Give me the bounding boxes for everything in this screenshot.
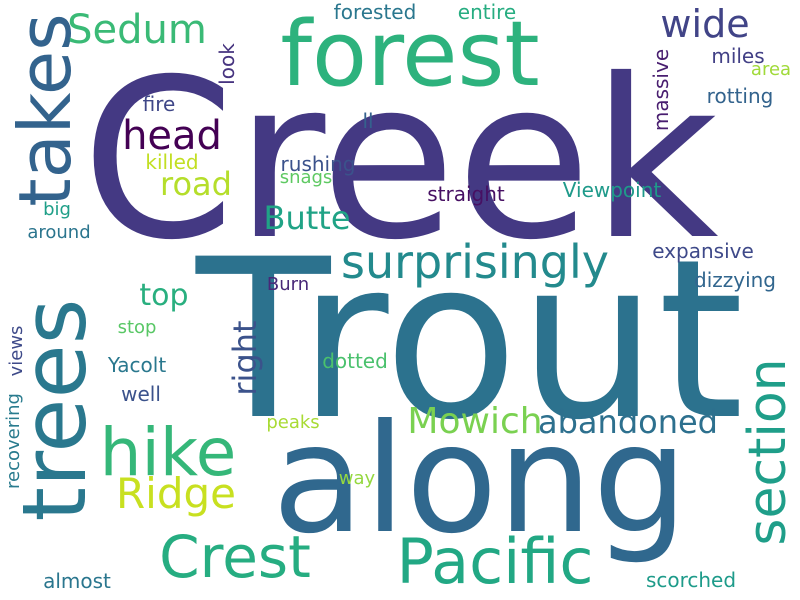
word-well: well (121, 382, 161, 406)
word-scorched: scorched (645, 568, 737, 592)
word-stop: stop (117, 317, 157, 338)
word-way: way (338, 468, 376, 489)
word-expansive: expansive (652, 239, 754, 263)
word-almost: almost (43, 569, 111, 593)
word-pacific: Pacific (396, 525, 594, 598)
word-right: right (226, 320, 264, 396)
word-straight: straight (427, 182, 505, 206)
word-ridge: Ridge (115, 469, 237, 518)
word-forested: forested (333, 0, 417, 24)
word-peaks: peaks (266, 412, 320, 433)
word-sedum: Sedum (67, 7, 207, 53)
word-hike: hike (99, 414, 237, 491)
word-area: area (750, 59, 792, 80)
word-creek: Creek (81, 32, 719, 288)
word-along: along (272, 393, 688, 567)
word-big: big (43, 199, 71, 220)
word-head: head (122, 113, 222, 159)
word-road: road (160, 165, 232, 203)
word-butte: Butte (263, 199, 351, 237)
word-dizzying: dizzying (693, 268, 777, 292)
word-top: top (139, 278, 189, 313)
word-around: around (27, 222, 91, 243)
word-crest: Crest (159, 523, 311, 591)
word-killed: killed (145, 150, 199, 174)
word-miles: miles (711, 44, 765, 68)
word-dotted: dotted (322, 349, 388, 373)
word-rushing: rushing (280, 152, 356, 176)
word-snags: snags (279, 167, 333, 188)
word-massive: massive (649, 48, 673, 132)
word-yacolt: Yacolt (107, 353, 167, 377)
word-views: views (6, 325, 27, 377)
word-look: look (215, 43, 239, 85)
word-fire: fire (142, 92, 176, 116)
word-burn: Burn (266, 274, 310, 295)
word-forest: forest (280, 2, 540, 107)
word-wide: wide (660, 2, 750, 46)
word-trout: Trout (196, 212, 744, 468)
word-surprisingly: surprisingly (340, 235, 610, 289)
word-ll: ll (362, 109, 374, 133)
word-abandoned: abandoned (538, 403, 718, 441)
word-entire: entire (457, 0, 517, 24)
word-rotting: rotting (706, 84, 774, 108)
word-mowich: Mowich (407, 401, 543, 442)
word-viewpoint: Viewpoint (562, 178, 662, 202)
word-section: section (738, 358, 798, 546)
word-recovering: recovering (3, 393, 24, 489)
